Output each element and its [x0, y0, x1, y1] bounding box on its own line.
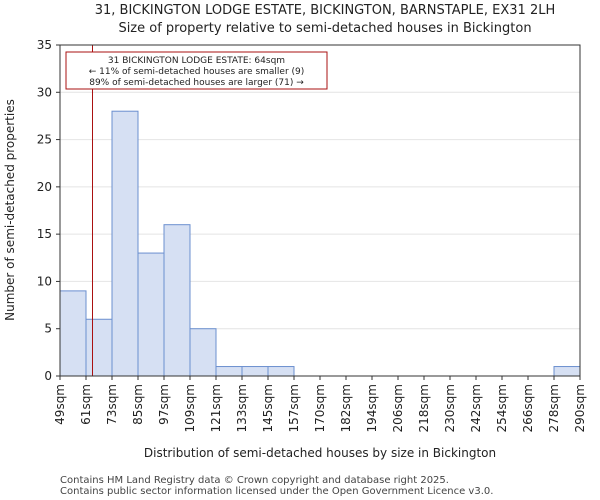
x-tick-label: 145sqm — [261, 384, 275, 432]
bar — [163, 224, 191, 377]
bars — [59, 110, 581, 377]
x-tick-label: 157sqm — [287, 384, 301, 432]
bar — [111, 110, 139, 377]
bar — [215, 366, 243, 377]
bar — [267, 366, 295, 377]
y-tick-label: 5 — [44, 322, 52, 336]
bar — [553, 366, 581, 377]
x-tick-label: 73sqm — [105, 384, 119, 425]
y-tick-label: 15 — [37, 227, 52, 241]
x-tick-label: 133sqm — [235, 384, 249, 432]
x-tick-label: 218sqm — [417, 384, 431, 432]
x-tick-label: 206sqm — [391, 384, 405, 432]
footer-line-2: Contains public sector information licen… — [60, 486, 493, 497]
x-axis-label: Distribution of semi-detached houses by … — [144, 446, 496, 460]
annotation-line: ← 11% of semi-detached houses are smalle… — [89, 67, 305, 77]
footer-line-1: Contains HM Land Registry data © Crown c… — [60, 475, 449, 486]
y-tick-label: 30 — [37, 85, 52, 99]
bar — [189, 328, 217, 377]
x-tick-label: 290sqm — [573, 384, 587, 432]
y-axis-label: Number of semi-detached properties — [3, 99, 17, 321]
x-tick-label: 121sqm — [209, 384, 223, 432]
y-tick-label: 35 — [37, 38, 52, 52]
x-tick-label: 109sqm — [183, 384, 197, 432]
x-tick-label: 242sqm — [469, 384, 483, 432]
x-ticks: 49sqm 61sqm 73sqm 85sqm 97sqm 109sqm 121sqm 133… — [53, 376, 587, 432]
x-tick-label: 254sqm — [495, 384, 509, 432]
x-tick-label: 194sqm — [365, 384, 379, 432]
bar — [137, 252, 165, 377]
x-tick-label: 266sqm — [521, 384, 535, 432]
bar — [59, 290, 87, 377]
annotation-box — [65, 51, 328, 90]
chart-subtitle: Size of property relative to semi-detach… — [118, 21, 531, 36]
annotation-line: 89% of semi-detached houses are larger (… — [89, 78, 304, 88]
y-ticks: 0 5 10 15 20 25 30 35 — [37, 38, 60, 383]
chart-title: 31, BICKINGTON LODGE ESTATE, BICKINGTON,… — [95, 3, 555, 18]
x-tick-label: 230sqm — [443, 384, 457, 432]
y-tick-label: 20 — [37, 180, 52, 194]
x-tick-label: 182sqm — [339, 384, 353, 432]
y-tick-label: 0 — [44, 369, 52, 383]
x-tick-label: 278sqm — [547, 384, 561, 432]
x-tick-label: 97sqm — [157, 384, 171, 425]
x-tick-label: 61sqm — [79, 384, 93, 425]
y-tick-label: 10 — [37, 274, 52, 288]
annotation-line: 31 BICKINGTON LODGE ESTATE: 64sqm — [108, 56, 285, 66]
x-tick-label: 170sqm — [313, 384, 327, 432]
bar — [241, 366, 269, 377]
bar — [85, 318, 113, 377]
marker: 31 BICKINGTON LODGE ESTATE: 64sqm← 11% o… — [65, 45, 328, 376]
x-tick-label: 85sqm — [131, 384, 145, 425]
x-tick-label: 49sqm — [53, 384, 67, 425]
y-tick-label: 25 — [37, 133, 52, 147]
